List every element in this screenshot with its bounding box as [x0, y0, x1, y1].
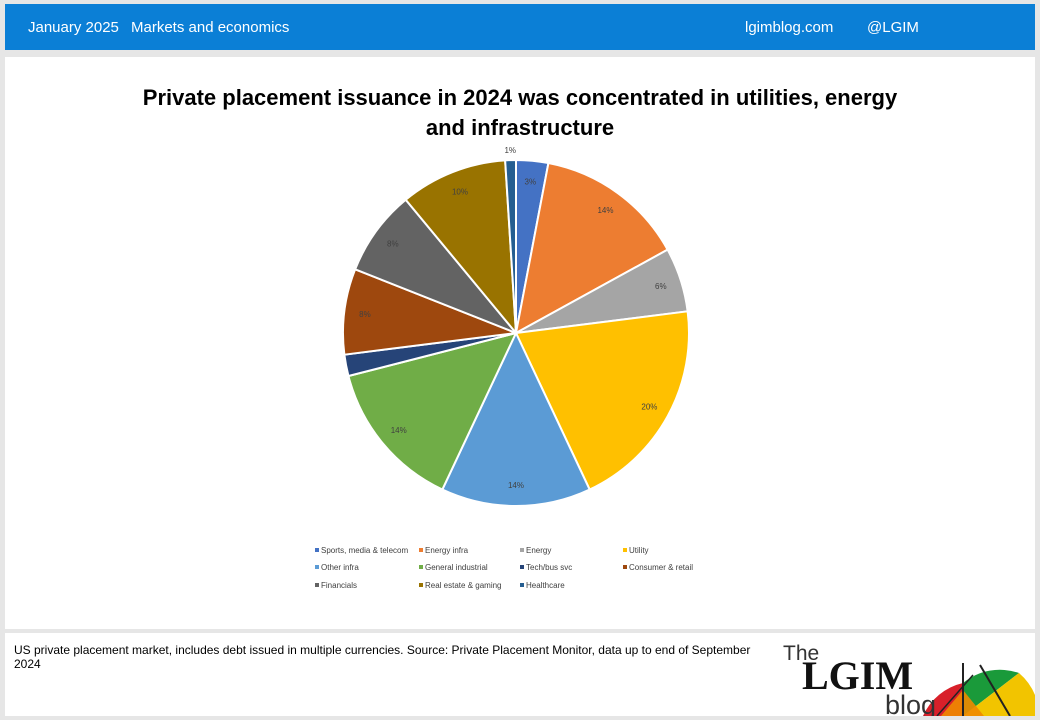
legend-label-2: Energy — [526, 546, 551, 555]
legend-label-5: General industrial — [425, 563, 488, 572]
chart-title-line-2: and infrastructure — [425, 115, 615, 140]
legend-label-6: Tech/bus svc — [526, 563, 572, 572]
legend-item-6: Tech/bus svc — [520, 563, 572, 572]
pie-slice-1 — [514, 161, 669, 335]
legend-swatch-2 — [520, 548, 524, 552]
pie-slice-10 — [504, 158, 517, 334]
legend-item-5: General industrial — [419, 563, 488, 572]
pie-slice-4 — [441, 330, 591, 507]
legend-item-9: Real estate & gaming — [419, 581, 502, 590]
legend-label-1: Energy infra — [425, 546, 469, 555]
chart-panel: Private placement issuance in 2024 was c… — [5, 57, 1035, 629]
legend-item-8: Financials — [315, 581, 357, 590]
pie-slice-3 — [514, 310, 690, 491]
legend-label-10: Healthcare — [526, 581, 565, 590]
logo-blog-text: blog — [885, 690, 936, 716]
legend-swatch-10 — [520, 583, 524, 587]
legend-swatch-0 — [315, 548, 319, 552]
source-note: US private placement market, includes de… — [14, 643, 751, 671]
pie-data-label-0: 3% — [525, 177, 537, 186]
pie-data-label-3: 20% — [641, 402, 657, 411]
legend-swatch-9 — [419, 583, 423, 587]
legend-label-9: Real estate & gaming — [425, 581, 502, 590]
pie-data-label-9: 10% — [452, 187, 468, 196]
pie-data-label-10: 1% — [504, 146, 516, 155]
legend-item-3: Utility — [623, 546, 649, 555]
pie-data-label-5: 14% — [391, 426, 407, 435]
legend-item-2: Energy — [520, 546, 551, 555]
logo-the-text: The — [783, 642, 819, 665]
legend-swatch-4 — [315, 565, 319, 569]
legend-label-7: Consumer & retail — [629, 563, 693, 572]
legend-item-7: Consumer & retail — [623, 563, 693, 572]
pie-data-label-7: 8% — [359, 310, 371, 319]
date-label: January 2025 — [28, 19, 119, 36]
legend-item-10: Healthcare — [520, 581, 565, 590]
legend-swatch-3 — [623, 548, 627, 552]
chart-title: Private placement issuance in 2024 was c… — [5, 83, 1035, 143]
legend-swatch-7 — [623, 565, 627, 569]
legend-swatch-5 — [419, 565, 423, 569]
umbrella-icon — [923, 663, 1035, 716]
pie-data-label-4: 14% — [508, 481, 524, 490]
legend-item-1: Energy infra — [419, 546, 469, 555]
twitter-handle-link[interactable]: @LGIM — [867, 19, 919, 36]
legend-label-3: Utility — [629, 546, 649, 555]
legend-item-4: Other infra — [315, 563, 359, 572]
category-label[interactable]: Markets and economics — [131, 19, 290, 36]
legend-label-0: Sports, media & telecom — [321, 546, 408, 555]
legend-label-4: Other infra — [321, 563, 359, 572]
lgim-blog-logo: The LGIM blog — [783, 642, 1035, 716]
legend-swatch-1 — [419, 548, 423, 552]
pie-data-label-2: 6% — [655, 282, 667, 291]
chart-title-line-1: Private placement issuance in 2024 was c… — [142, 85, 898, 110]
site-link[interactable]: lgimblog.com — [745, 19, 834, 36]
top-banner: January 2025 Markets and economics lgimb… — [5, 4, 1035, 50]
pie-slice-5 — [347, 331, 518, 491]
legend-swatch-8 — [315, 583, 319, 587]
legend-item-0: Sports, media & telecom — [315, 546, 408, 555]
pie-chart: 3% 14% 6% 20% 14% 14% 8% 8% 10% 1% Sports, media &… — [315, 146, 693, 590]
pie-slice-9 — [404, 159, 518, 337]
pie-data-label-8: 8% — [387, 240, 399, 249]
pie-data-label-1: 14% — [597, 206, 613, 215]
logo-lgim-text: LGIM — [802, 653, 913, 698]
footer-panel: US private placement market, includes de… — [5, 633, 1035, 716]
legend-label-8: Financials — [321, 581, 357, 590]
legend-swatch-6 — [520, 565, 524, 569]
